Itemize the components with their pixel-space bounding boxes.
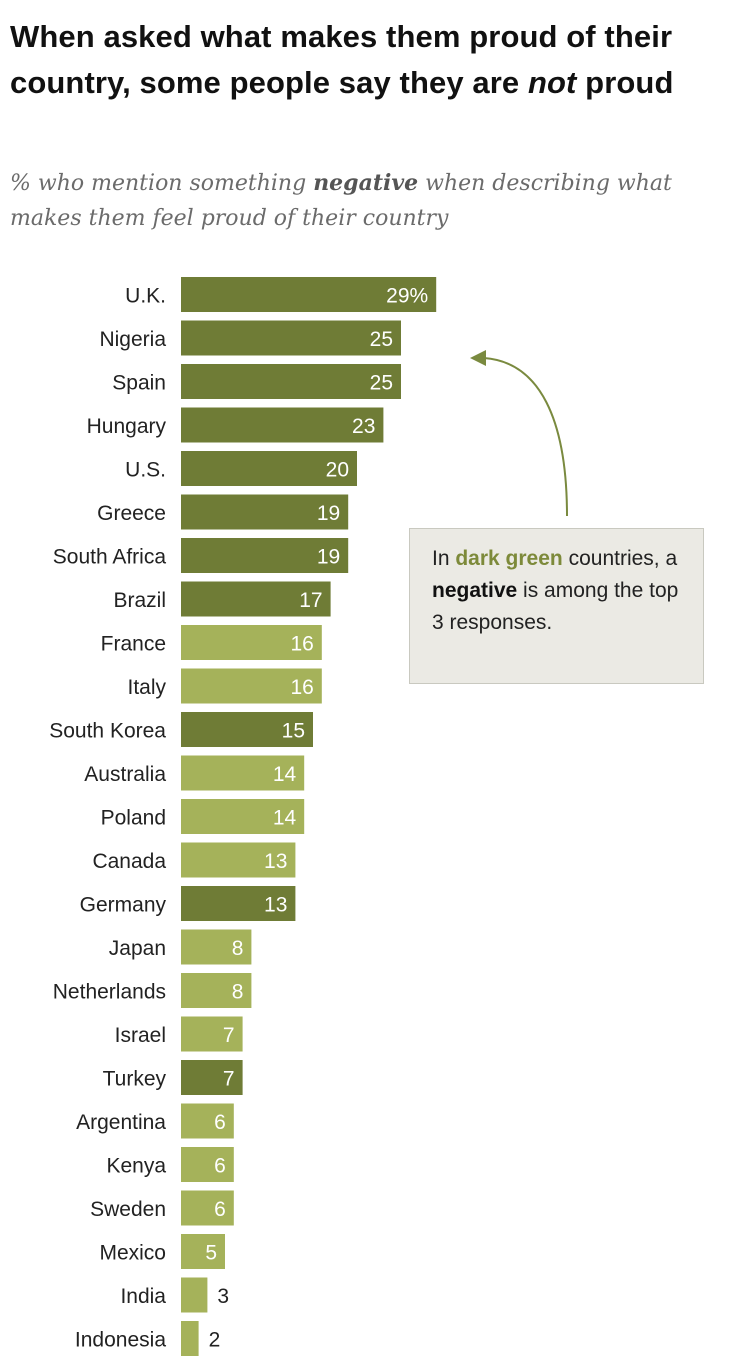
category-label: Netherlands xyxy=(53,981,166,1004)
bar xyxy=(181,1103,234,1139)
bar xyxy=(181,277,437,312)
bar xyxy=(181,1234,225,1269)
bar xyxy=(181,538,349,573)
category-label: South Africa xyxy=(53,546,167,569)
category-label: Nigeria xyxy=(99,328,166,351)
value-label: 15 xyxy=(282,720,305,743)
value-label: 5 xyxy=(205,1242,217,1265)
callout-text-3: countries, a xyxy=(562,547,678,570)
bar xyxy=(181,755,305,791)
category-label: South Korea xyxy=(49,720,166,743)
value-label: 3 xyxy=(217,1285,229,1308)
category-label: Greece xyxy=(97,502,166,525)
value-label: 25 xyxy=(370,372,393,395)
bar xyxy=(181,1147,234,1182)
bar xyxy=(181,712,313,747)
value-label: 13 xyxy=(264,850,287,873)
callout-arrow xyxy=(483,357,568,517)
category-label: Israel xyxy=(115,1024,166,1047)
value-label: 16 xyxy=(290,633,313,656)
chart-title: When asked what makes them proud of thei… xyxy=(10,14,726,106)
value-label: 2 xyxy=(209,1329,221,1352)
bar xyxy=(181,364,401,399)
callout-dark-green: dark green xyxy=(455,547,563,570)
title-part2: proud xyxy=(576,65,674,100)
bar xyxy=(181,581,331,617)
category-label: Mexico xyxy=(99,1242,166,1265)
category-label: India xyxy=(120,1285,166,1308)
category-label: Germany xyxy=(80,894,167,917)
category-label: Spain xyxy=(112,372,166,395)
subtitle-part2: when describing what makes them feel pro… xyxy=(10,171,672,231)
bar xyxy=(181,1016,243,1052)
value-label: 8 xyxy=(232,937,244,960)
bar xyxy=(181,407,384,443)
value-label: 17 xyxy=(299,589,322,612)
title-part1: When asked what makes them proud of thei… xyxy=(10,19,673,100)
bar xyxy=(181,929,252,965)
category-label: France xyxy=(101,633,166,656)
category-label: Hungary xyxy=(87,415,167,438)
callout-text-1: In xyxy=(432,547,456,570)
value-label: 29% xyxy=(386,285,428,308)
category-label: Italy xyxy=(127,676,166,699)
value-label: 25 xyxy=(370,328,393,351)
value-label: 6 xyxy=(214,1155,226,1178)
bar xyxy=(181,842,296,878)
callout-negative: negative xyxy=(432,579,518,602)
bar xyxy=(181,1277,208,1313)
subtitle-part1: % who mention something xyxy=(10,171,314,196)
category-label: Turkey xyxy=(103,1068,167,1091)
category-label: Sweden xyxy=(90,1198,166,1221)
callout-box: In dark green countries, a negative is a… xyxy=(409,528,704,684)
bar xyxy=(181,799,305,834)
bar xyxy=(181,1060,243,1095)
value-label: 19 xyxy=(317,502,340,525)
bar xyxy=(181,494,349,530)
value-label: 20 xyxy=(326,459,349,482)
bar xyxy=(181,886,296,921)
bar xyxy=(181,1190,234,1226)
value-label: 14 xyxy=(273,807,297,830)
bar xyxy=(181,451,357,486)
category-label: Brazil xyxy=(113,589,166,612)
callout-text-5: is among the top 3 responses. xyxy=(432,579,679,634)
value-label: 13 xyxy=(264,894,287,917)
category-label: Kenya xyxy=(106,1155,166,1178)
value-label: 7 xyxy=(223,1024,235,1047)
category-label: U.S. xyxy=(125,459,166,482)
value-label: 19 xyxy=(317,546,340,569)
category-label: Argentina xyxy=(76,1111,166,1134)
category-label: Japan xyxy=(109,937,166,960)
category-label: Canada xyxy=(92,850,166,873)
value-label: 7 xyxy=(223,1068,235,1091)
category-label: Australia xyxy=(84,763,166,786)
category-label: Indonesia xyxy=(75,1329,166,1352)
value-label: 23 xyxy=(352,415,375,438)
bar xyxy=(181,625,322,660)
chart-subtitle: % who mention something negative when de… xyxy=(10,166,710,236)
callout-arrowhead xyxy=(470,350,486,366)
value-label: 8 xyxy=(232,981,244,1004)
title-emphasis: not xyxy=(527,65,577,100)
value-label: 6 xyxy=(214,1198,226,1221)
bar xyxy=(181,668,322,704)
bar xyxy=(181,973,252,1008)
bar xyxy=(181,1321,199,1356)
subtitle-emphasis: negative xyxy=(313,170,419,196)
category-label: U.K. xyxy=(125,285,166,308)
value-label: 14 xyxy=(273,763,297,786)
value-label: 6 xyxy=(214,1111,226,1134)
category-label: Poland xyxy=(101,807,166,830)
value-label: 16 xyxy=(290,676,313,699)
bar xyxy=(181,320,401,356)
